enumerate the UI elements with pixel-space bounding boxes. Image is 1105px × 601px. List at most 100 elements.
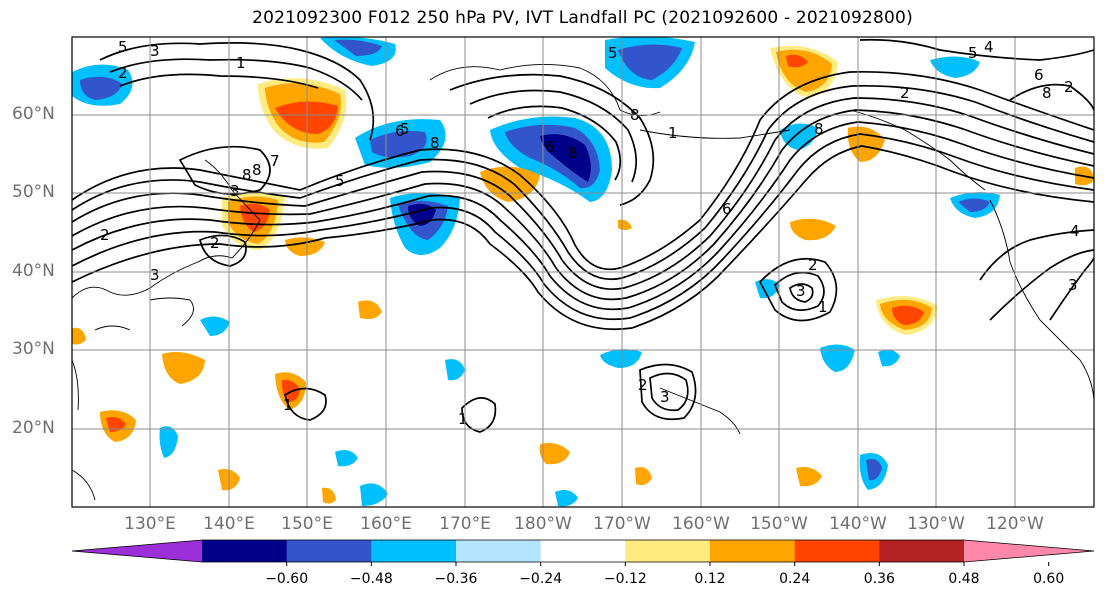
contour-label: 5 bbox=[400, 120, 410, 138]
contour-label: 3 bbox=[660, 388, 670, 406]
contour-label: 3 bbox=[150, 42, 160, 60]
positive-anomaly-blob bbox=[635, 467, 652, 486]
negative-anomaly-blob bbox=[540, 134, 591, 182]
lat-label: 20°N bbox=[12, 418, 55, 438]
contour-line bbox=[449, 73, 655, 206]
contour-line bbox=[119, 73, 319, 89]
colorbar-bin bbox=[371, 540, 457, 562]
contour-label: 1 bbox=[236, 54, 246, 72]
contour-line bbox=[487, 105, 622, 181]
colorbar-bin bbox=[625, 540, 711, 562]
lon-label: 150°W bbox=[750, 514, 808, 534]
positive-anomaly-blob bbox=[892, 305, 924, 325]
lon-label: 160°W bbox=[672, 514, 730, 534]
colorbar-bin bbox=[540, 540, 626, 562]
contour-label: 3 bbox=[1068, 276, 1078, 294]
contour-label: 3 bbox=[150, 266, 160, 284]
map-title: 2021092300 F012 250 hPa PV, IVT Landfall… bbox=[252, 8, 913, 28]
colorbar-bin bbox=[879, 540, 965, 562]
contour-line bbox=[859, 38, 1095, 61]
colorbar-tick-label: 0.12 bbox=[694, 571, 726, 587]
contour-label: 8 bbox=[252, 161, 262, 179]
colorbar-bin bbox=[456, 540, 542, 562]
negative-anomaly-blob bbox=[360, 483, 388, 506]
positive-anomaly-blob bbox=[790, 218, 836, 241]
negative-anomaly-blob bbox=[930, 56, 980, 78]
colorbar-bin bbox=[794, 540, 880, 562]
lon-label: 170°E bbox=[439, 514, 491, 534]
negative-anomaly-blob bbox=[958, 198, 990, 212]
colorbar-extend-max bbox=[964, 540, 1094, 562]
lon-label: 180°W bbox=[514, 514, 572, 534]
contour-label: 8 bbox=[242, 166, 252, 184]
lon-label: 170°W bbox=[593, 514, 651, 534]
positive-anomaly-blob bbox=[106, 416, 126, 432]
negative-anomaly-blob bbox=[820, 344, 855, 372]
contour-line bbox=[71, 70, 1095, 271]
positive-anomaly-blob bbox=[847, 126, 885, 162]
colorbar-tick-label: −0.36 bbox=[434, 571, 478, 587]
contour-line bbox=[1009, 83, 1095, 111]
lon-label: 130°E bbox=[124, 514, 176, 534]
colorbar-tick-label: −0.12 bbox=[603, 571, 647, 587]
graticule bbox=[72, 37, 1094, 507]
contour-label: 5 bbox=[335, 172, 345, 190]
contour-line bbox=[71, 145, 1095, 331]
contour-label: 8 bbox=[1042, 84, 1052, 102]
contour-line bbox=[71, 121, 1095, 311]
colorbar-tick-label: 0.24 bbox=[779, 571, 811, 587]
contour-label-layer: 5 3 2 1 5 7 8 6 2 8 5 5 6 8 8 3 2 3 8 6 … bbox=[100, 38, 1080, 428]
positive-anomaly-blob bbox=[358, 300, 382, 320]
positive-anomaly-blob bbox=[796, 467, 822, 487]
contour-label: 6 bbox=[1034, 66, 1044, 84]
positive-anomaly-blob bbox=[72, 327, 86, 345]
contour-line bbox=[99, 42, 375, 141]
lat-label: 60°N bbox=[12, 104, 55, 124]
contour-label: 3 bbox=[796, 282, 806, 300]
contour-label: 8 bbox=[568, 144, 578, 162]
negative-anomaly-blob bbox=[600, 349, 642, 368]
negative-anomaly-blob bbox=[370, 131, 427, 158]
contour-line bbox=[71, 97, 1095, 290]
colorbar-tick-label: −0.24 bbox=[519, 571, 563, 587]
contour-label: 4 bbox=[984, 38, 994, 56]
positive-anomaly-blob bbox=[786, 54, 808, 68]
contour-line bbox=[1049, 257, 1095, 321]
contour-label: 2 bbox=[118, 64, 128, 82]
lon-label: 140°E bbox=[203, 514, 255, 534]
contour-line bbox=[71, 133, 1095, 321]
contour-label: 2 bbox=[1064, 78, 1074, 96]
colorbar-tick-label: −0.60 bbox=[265, 571, 309, 587]
lon-label: 160°E bbox=[360, 514, 412, 534]
colorbar-extend-min bbox=[72, 540, 202, 562]
negative-anomaly-blob bbox=[80, 76, 122, 100]
positive-anomaly-blob bbox=[162, 352, 205, 384]
contour-lines bbox=[71, 38, 1095, 433]
contour-label: 3 bbox=[230, 182, 240, 200]
colorbar-bin bbox=[202, 540, 288, 562]
negative-anomaly-blob bbox=[159, 426, 178, 458]
contour-line bbox=[461, 397, 497, 433]
contour-line bbox=[71, 109, 1095, 301]
negative-anomaly-blob bbox=[335, 450, 358, 467]
positive-anomaly-blob bbox=[618, 219, 632, 230]
lon-label: 150°E bbox=[281, 514, 333, 534]
contour-label: 1 bbox=[283, 396, 293, 414]
colorbar-tick-label: 0.60 bbox=[1033, 571, 1065, 587]
contour-line bbox=[199, 234, 247, 267]
contour-label: 2 bbox=[808, 256, 818, 274]
contour-label: 4 bbox=[1070, 222, 1080, 240]
contour-label: 2 bbox=[210, 234, 220, 252]
colorbar-bin bbox=[710, 540, 796, 562]
contour-line bbox=[789, 283, 814, 303]
lat-label: 30°N bbox=[12, 339, 55, 359]
contour-label: 1 bbox=[818, 298, 828, 316]
contour-line bbox=[649, 372, 689, 412]
map-frame bbox=[71, 36, 1095, 508]
contour-line bbox=[979, 229, 1095, 281]
negative-anomaly-blob bbox=[200, 316, 230, 336]
colorbar-outline bbox=[71, 539, 1095, 563]
lat-label: 50°N bbox=[12, 182, 55, 202]
contour-label: 1 bbox=[668, 124, 678, 142]
contour-label: 1 bbox=[458, 410, 468, 428]
